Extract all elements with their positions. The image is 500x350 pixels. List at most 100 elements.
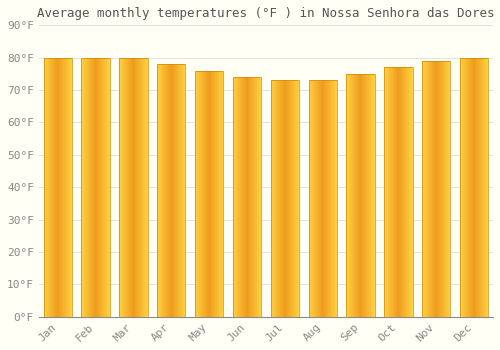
Bar [82,58,110,317]
Bar [252,77,253,317]
Bar [290,80,291,317]
Bar [389,68,390,317]
Bar [297,80,298,317]
Bar [251,77,252,317]
Bar [176,64,177,317]
Bar [70,58,71,317]
Bar [254,77,255,317]
Bar [82,58,83,317]
Bar [201,71,202,317]
Bar [357,74,358,317]
Bar [367,74,368,317]
Bar [108,58,109,317]
Bar [473,58,474,317]
Bar [365,74,366,317]
Bar [384,68,385,317]
Bar [356,74,357,317]
Bar [436,61,437,317]
Bar [386,68,387,317]
Bar [449,61,450,317]
Bar [53,58,54,317]
Bar [315,80,316,317]
Bar [206,71,207,317]
Bar [139,58,140,317]
Bar [96,58,98,317]
Bar [239,77,240,317]
Bar [164,64,165,317]
Bar [295,80,296,317]
Bar [221,71,222,317]
Bar [482,58,483,317]
Bar [277,80,278,317]
Bar [109,58,110,317]
Bar [284,80,285,317]
Bar [136,58,137,317]
Bar [181,64,182,317]
Bar [86,58,87,317]
Bar [330,80,331,317]
Bar [460,58,461,317]
Bar [395,68,396,317]
Bar [195,71,224,317]
Bar [422,61,423,317]
Bar [220,71,221,317]
Bar [334,80,335,317]
Bar [244,77,246,317]
Bar [484,58,485,317]
Bar [157,64,186,317]
Bar [198,71,199,317]
Bar [346,74,347,317]
Bar [119,58,120,317]
Bar [270,80,299,317]
Bar [168,64,169,317]
Bar [120,58,121,317]
Bar [470,58,472,317]
Bar [127,58,128,317]
Bar [170,64,172,317]
Bar [371,74,372,317]
Bar [346,74,375,317]
Bar [208,71,209,317]
Bar [46,58,47,317]
Bar [216,71,217,317]
Bar [441,61,442,317]
Bar [390,68,391,317]
Bar [234,77,235,317]
Bar [318,80,320,317]
Bar [311,80,312,317]
Bar [211,71,212,317]
Bar [291,80,292,317]
Bar [94,58,95,317]
Bar [223,71,224,317]
Bar [137,58,138,317]
Bar [237,77,238,317]
Bar [406,68,407,317]
Bar [276,80,277,317]
Bar [464,58,465,317]
Bar [184,64,185,317]
Bar [443,61,444,317]
Bar [366,74,367,317]
Bar [322,80,324,317]
Bar [271,80,272,317]
Bar [128,58,129,317]
Bar [347,74,348,317]
Bar [91,58,92,317]
Bar [293,80,294,317]
Bar [202,71,203,317]
Bar [474,58,476,317]
Bar [217,71,218,317]
Bar [89,58,90,317]
Bar [439,61,440,317]
Bar [65,58,66,317]
Bar [321,80,322,317]
Bar [99,58,100,317]
Bar [273,80,274,317]
Bar [54,58,55,317]
Bar [129,58,130,317]
Bar [407,68,408,317]
Bar [394,68,395,317]
Bar [159,64,160,317]
Bar [430,61,431,317]
Bar [131,58,132,317]
